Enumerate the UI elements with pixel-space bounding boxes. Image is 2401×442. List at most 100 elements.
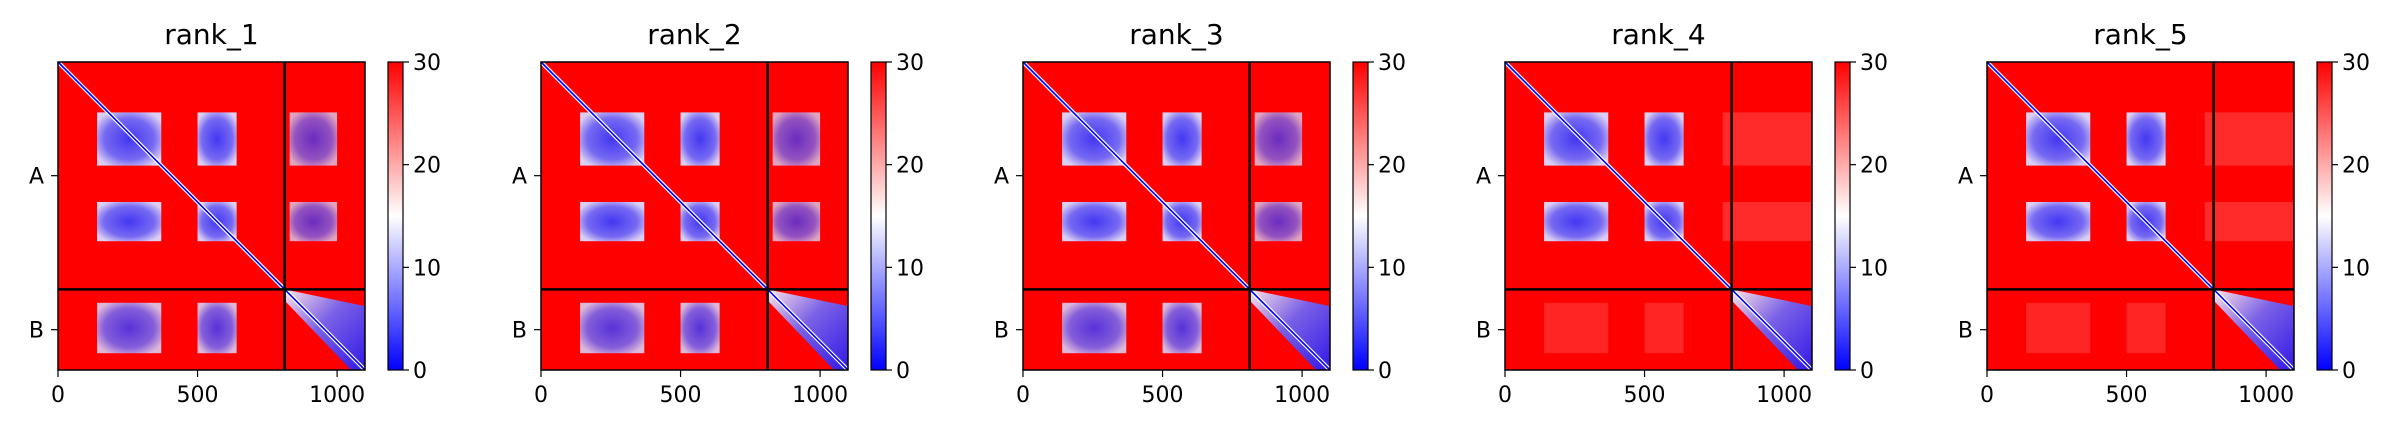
heatmap-block	[197, 302, 237, 354]
x-tick-label: 500	[1142, 383, 1184, 408]
panel-rank_3: rank_3 0 500 1000 A B 0 10 20 30	[994, 18, 1406, 408]
x-tick-label: 1000	[1756, 383, 1812, 408]
panel-title: rank_4	[1611, 18, 1705, 51]
heatmap-block	[2204, 202, 2294, 242]
chain-label: A	[994, 165, 1009, 190]
x-tick-label: 1000	[309, 383, 365, 408]
x-tick-label: 500	[1624, 383, 1666, 408]
colorbar-tick-label: 20	[896, 154, 924, 179]
heatmap-block	[680, 112, 720, 166]
panel-title: rank_5	[2093, 18, 2187, 51]
chain-label: A	[1958, 165, 1973, 190]
x-tick-label: 500	[177, 383, 219, 408]
heatmap-block	[2126, 302, 2166, 354]
heatmap-block	[580, 302, 645, 354]
colorbar-tick-label: 0	[896, 359, 910, 384]
panel-title: rank_2	[647, 18, 741, 51]
heatmap-frame	[540, 61, 849, 371]
heatmap-block	[1544, 302, 1609, 354]
heatmap-block	[1722, 112, 1812, 166]
x-tick-label: 1000	[1274, 383, 1330, 408]
chain-label: A	[1476, 165, 1491, 190]
colorbar-tick-label: 30	[896, 51, 924, 76]
x-tick-label: 0	[51, 383, 65, 408]
colorbar-tick-label: 10	[1860, 256, 1888, 281]
colorbar-tick-label: 30	[1860, 51, 1888, 76]
chain-label: A	[512, 165, 527, 190]
chain-label: B	[1476, 319, 1491, 344]
heatmap-block	[1162, 112, 1202, 166]
colorbar-tick-label: 0	[1378, 359, 1392, 384]
heatmap-block	[2126, 112, 2166, 166]
panel-rank_4: rank_4 0 500 1000 A B 0 10 20 30	[1476, 18, 1888, 408]
colorbar-tick-label: 30	[2342, 51, 2370, 76]
chain-label: B	[1958, 319, 1973, 344]
heatmap-frame	[57, 61, 366, 371]
panel-title: rank_1	[164, 18, 258, 51]
heatmap-frame	[1504, 61, 1813, 371]
heatmap-block	[97, 302, 162, 354]
x-tick-label: 0	[534, 383, 548, 408]
colorbar	[2316, 61, 2333, 371]
heatmap-block	[1644, 302, 1684, 354]
colorbar-tick-label: 10	[2342, 256, 2370, 281]
chain-label: B	[512, 319, 527, 344]
chain-label: B	[994, 319, 1009, 344]
heatmap-block	[2026, 202, 2091, 242]
colorbar-tick-label: 20	[1860, 154, 1888, 179]
heatmap-block	[2204, 112, 2294, 166]
x-tick-label: 500	[660, 383, 702, 408]
heatmap-block	[289, 112, 338, 166]
x-tick-label: 1000	[2238, 383, 2294, 408]
heatmap-block	[1544, 202, 1609, 242]
colorbar-tick-label: 30	[1378, 51, 1406, 76]
heatmap-block	[680, 302, 720, 354]
chain-label: A	[29, 165, 44, 190]
heatmap-block	[2026, 302, 2091, 354]
x-tick-label: 0	[1498, 383, 1512, 408]
heatmap-frame	[1022, 61, 1331, 371]
colorbar-tick-label: 20	[2342, 154, 2370, 179]
colorbar-tick-label: 10	[413, 256, 441, 281]
panel-rank_2: rank_2 0 500 1000 A B 0 10 20 30	[512, 18, 924, 408]
colorbar-tick-label: 0	[1860, 359, 1874, 384]
heatmap-block	[289, 202, 338, 242]
panel-rank_1: rank_1 0 500 1000 A B 0 10 20 30	[29, 18, 441, 408]
heatmap-block	[1062, 302, 1127, 354]
heatmap-frame	[1986, 61, 2295, 371]
colorbar-tick-label: 20	[1378, 154, 1406, 179]
heatmap-block	[1162, 302, 1202, 354]
colorbar-tick-label: 0	[2342, 359, 2356, 384]
heatmap-block	[772, 202, 821, 242]
x-tick-label: 500	[2106, 383, 2148, 408]
x-tick-label: 0	[1016, 383, 1030, 408]
heatmap-block	[197, 112, 237, 166]
x-tick-label: 1000	[792, 383, 848, 408]
colorbar	[870, 61, 887, 371]
panel-rank_5: rank_5 0 500 1000 A B 0 10 20 30	[1958, 18, 2370, 408]
heatmap-block	[1254, 202, 1303, 242]
diagonal-line	[1504, 61, 1813, 371]
heatmap-block	[580, 202, 645, 242]
colorbar	[1834, 61, 1851, 371]
diagonal-line	[1022, 61, 1331, 371]
colorbar-tick-label: 20	[413, 154, 441, 179]
chain-label: B	[29, 319, 44, 344]
heatmap-block	[1254, 112, 1303, 166]
heatmap-block	[1722, 202, 1812, 242]
heatmap-block	[1062, 202, 1127, 242]
diagonal-line	[540, 61, 849, 371]
panel-title: rank_3	[1129, 18, 1223, 51]
heatmap-block	[772, 112, 821, 166]
diagonal-line	[57, 61, 366, 371]
colorbar-tick-label: 10	[1378, 256, 1406, 281]
heatmap-block	[1644, 112, 1684, 166]
colorbar	[1352, 61, 1369, 371]
diagonal-line	[1986, 61, 2295, 371]
colorbar-tick-label: 10	[896, 256, 924, 281]
colorbar	[387, 61, 404, 371]
x-tick-label: 0	[1980, 383, 1994, 408]
heatmap-block	[97, 202, 162, 242]
